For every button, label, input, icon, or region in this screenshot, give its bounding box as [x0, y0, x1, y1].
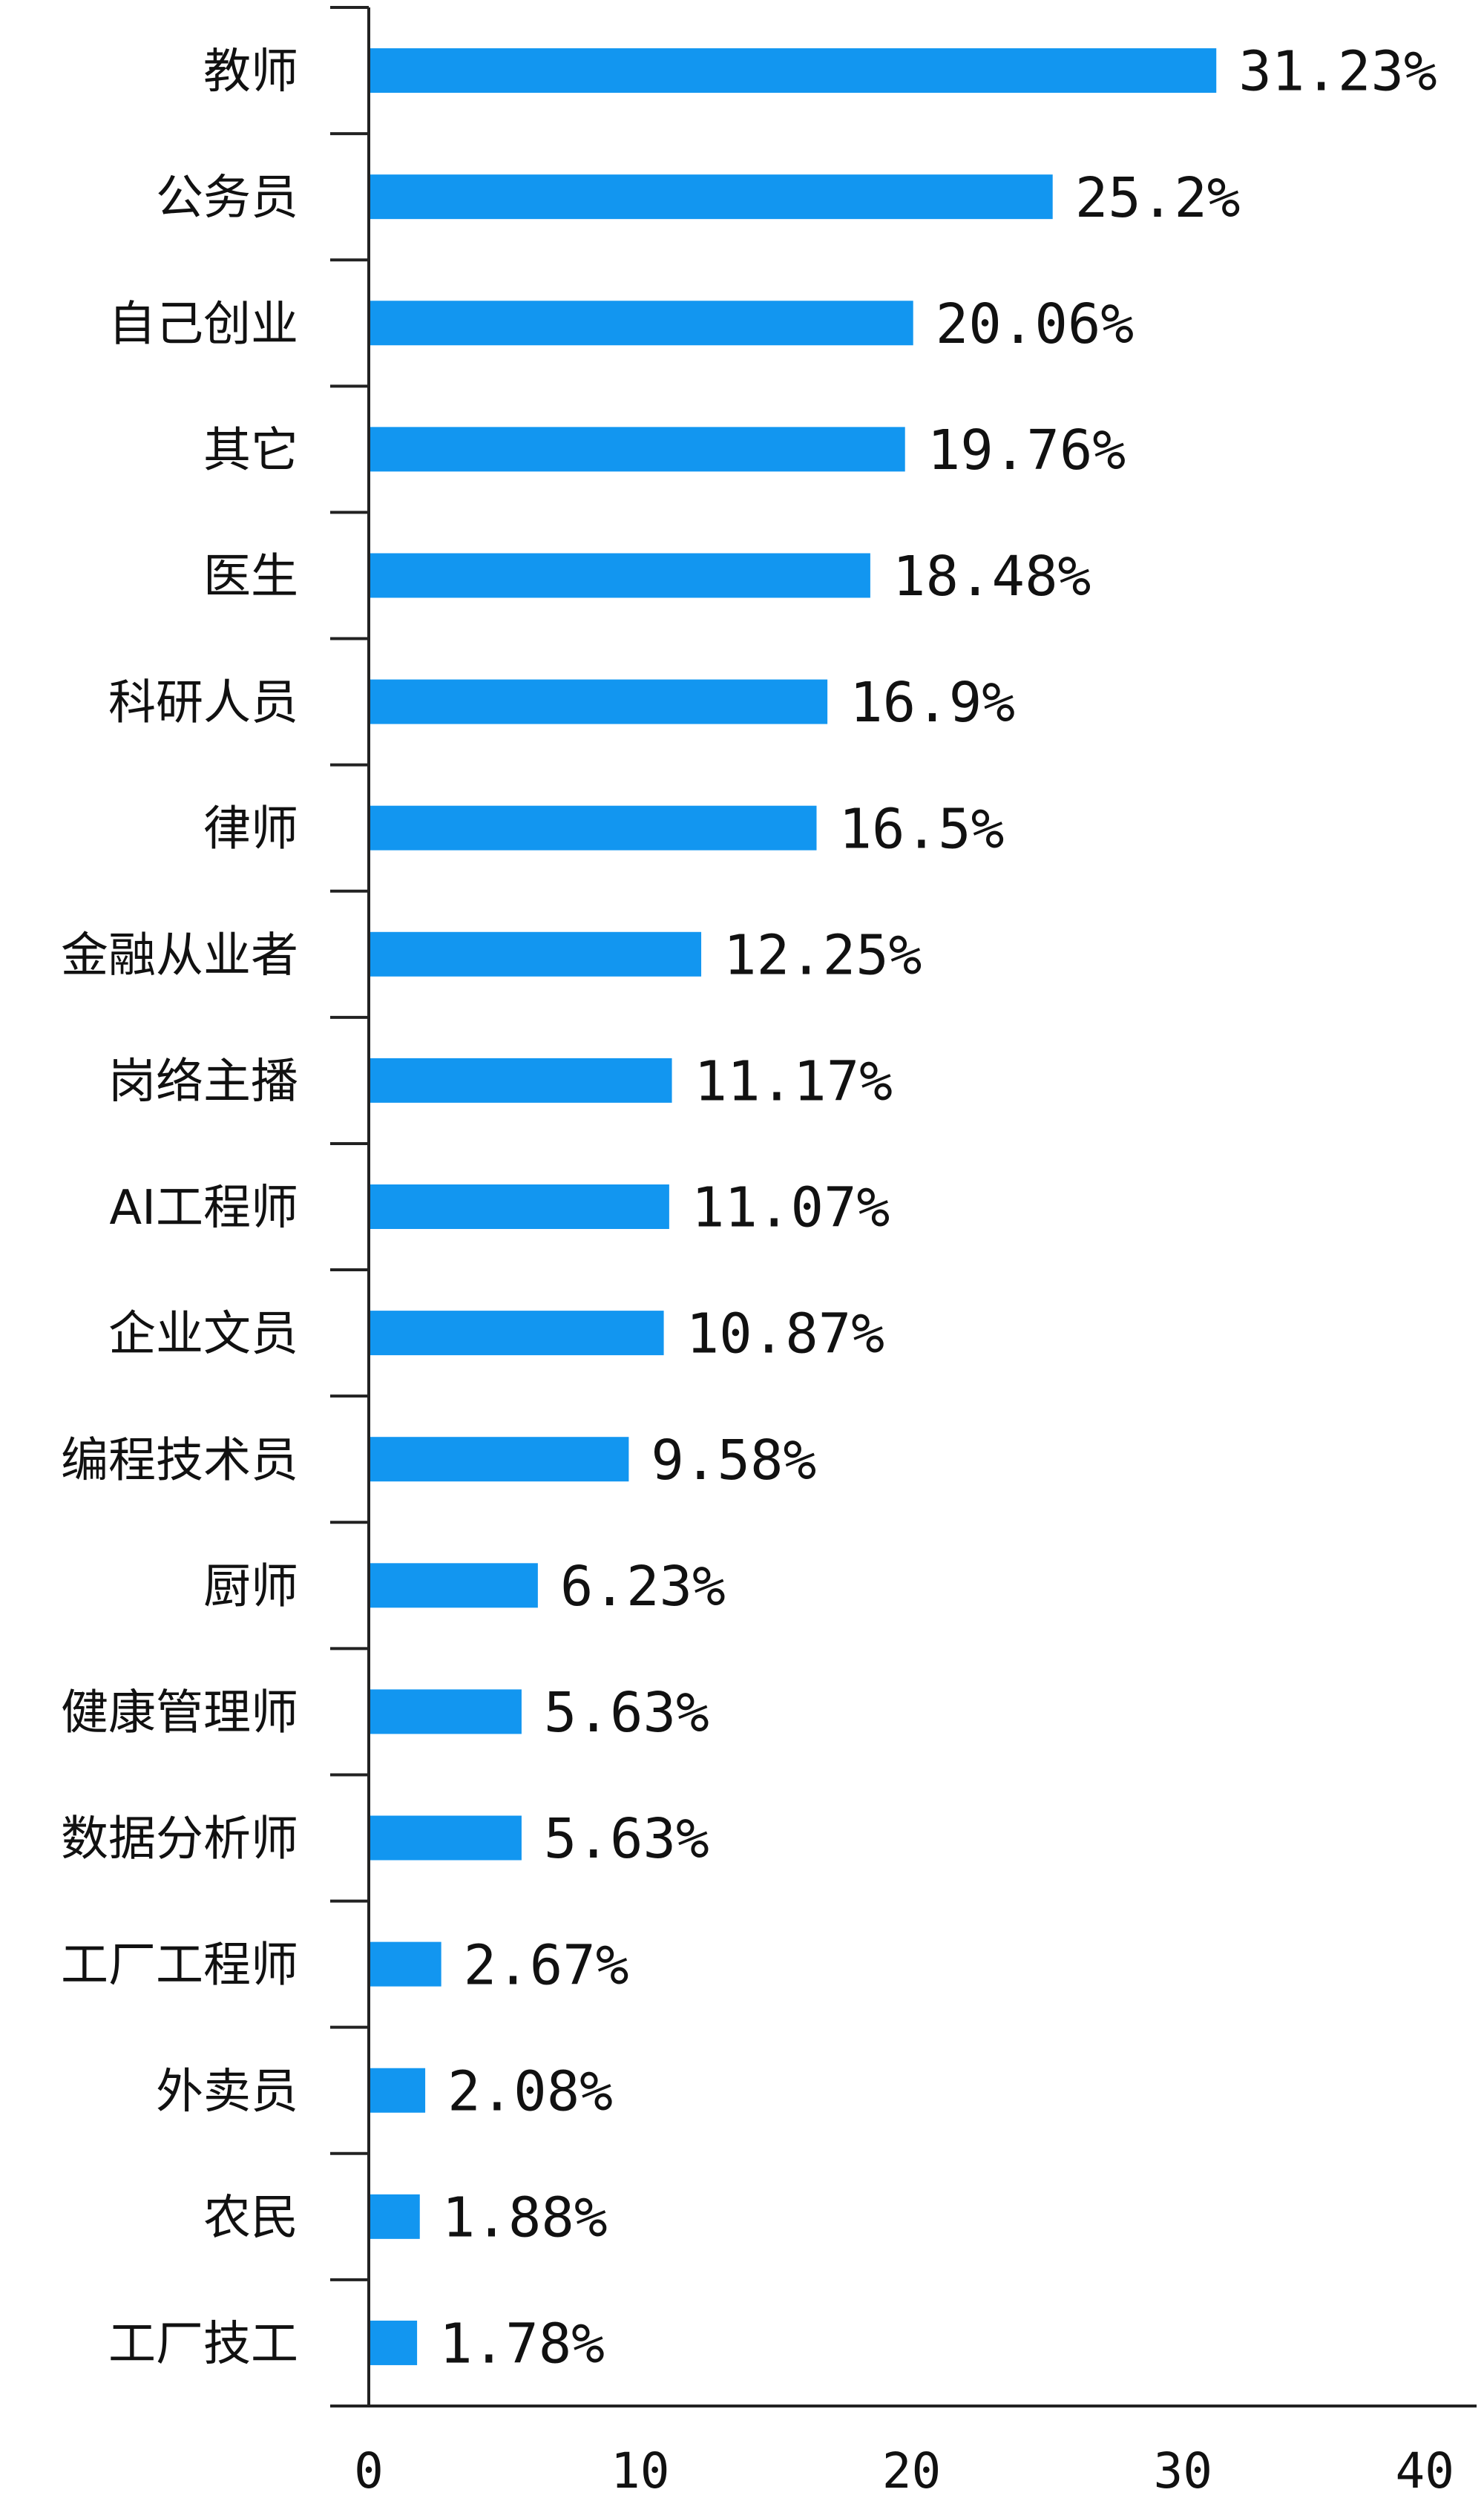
value-label: 5.63% [544, 1807, 709, 1871]
bar [369, 1815, 522, 1861]
category-label: 自己创业 [108, 297, 298, 352]
value-label: 20.06% [936, 292, 1134, 356]
bar [369, 301, 913, 346]
category-label: 工厂技工 [108, 2317, 298, 2372]
value-label: 2.08% [447, 2059, 613, 2123]
bar [369, 1563, 538, 1608]
x-tick-label: 10 [611, 2442, 669, 2500]
bar [369, 1689, 522, 1734]
bar [369, 2068, 426, 2113]
category-label: 厨师 [203, 1559, 298, 1614]
value-label: 19.76% [928, 419, 1126, 482]
category-label: 金融从业者 [61, 928, 298, 983]
x-tick-label: 0 [354, 2442, 384, 2500]
category-label: 数据分析师 [61, 1812, 298, 1867]
value-label: 11.07% [692, 1176, 890, 1240]
value-label: 6.23% [560, 1555, 726, 1619]
value-label: 25.2% [1075, 166, 1241, 230]
bar [369, 174, 1053, 220]
bar [369, 2194, 420, 2239]
category-label: 医生 [203, 550, 298, 605]
bar [369, 427, 905, 472]
bar [369, 553, 870, 598]
bar [369, 679, 828, 724]
category-label: 科研人员 [108, 676, 298, 731]
bar [369, 1437, 629, 1482]
category-label: 教师 [203, 45, 298, 99]
value-label: 5.63% [544, 1681, 709, 1745]
bar [369, 1311, 664, 1356]
category-label: 企业文员 [108, 1307, 298, 1362]
category-label: 公务员 [156, 171, 298, 226]
value-label: 18.48% [893, 545, 1091, 609]
bar [369, 931, 702, 977]
value-label: 1.78% [439, 2312, 605, 2376]
bar [369, 1058, 672, 1103]
value-label: 16.9% [850, 671, 1015, 735]
bar [369, 805, 817, 850]
bar [369, 48, 1217, 94]
value-label: 31.23% [1238, 40, 1437, 104]
category-label: AI工程师 [109, 1181, 298, 1236]
value-label: 11.17% [695, 1050, 893, 1114]
category-label: 岗络主播 [108, 1055, 298, 1109]
category-label: 外卖员 [156, 2065, 298, 2120]
category-label: 编程技术员 [61, 1433, 298, 1488]
x-tick-label: 20 [882, 2442, 941, 2500]
category-label: 工厂工程师 [61, 1938, 298, 1993]
value-label: 16.5% [838, 797, 1004, 861]
value-label: 9.58% [651, 1429, 816, 1492]
category-label: 农民 [203, 2191, 298, 2246]
bar [369, 1184, 669, 1229]
x-tick-label: 40 [1396, 2442, 1454, 2500]
bar [369, 1941, 441, 1987]
value-label: 2.67% [464, 1933, 629, 1997]
value-label: 12.25% [723, 923, 922, 987]
x-tick-label: 30 [1154, 2442, 1212, 2500]
bar [369, 2320, 418, 2365]
category-label: 其它 [203, 423, 298, 478]
category-label: 律师 [203, 802, 298, 857]
value-label: 10.87% [686, 1302, 884, 1366]
category-label: 健康管理师 [61, 1685, 298, 1740]
value-label: 1.88% [442, 2186, 608, 2249]
